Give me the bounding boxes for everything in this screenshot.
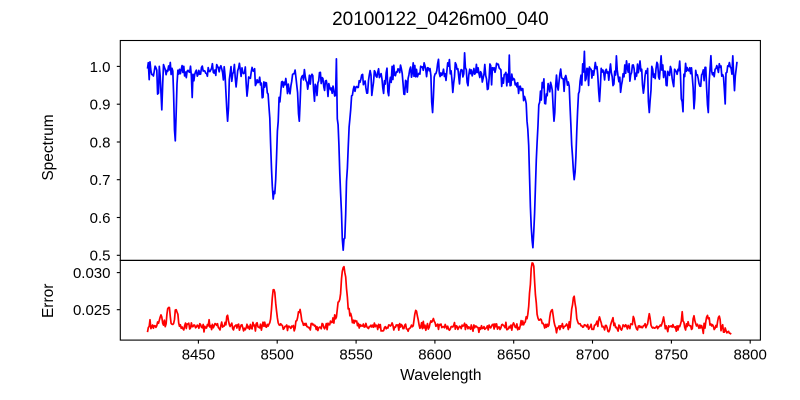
svg-text:0.8: 0.8 [90, 134, 111, 151]
svg-text:0.7: 0.7 [90, 172, 111, 189]
svg-text:0.030: 0.030 [73, 265, 111, 282]
svg-text:8700: 8700 [576, 346, 609, 363]
svg-text:0.5: 0.5 [90, 248, 111, 265]
svg-text:8550: 8550 [339, 346, 372, 363]
svg-text:Spectrum: Spectrum [40, 114, 57, 180]
svg-text:8500: 8500 [261, 346, 294, 363]
svg-text:0.025: 0.025 [73, 302, 111, 319]
svg-text:0.9: 0.9 [90, 97, 111, 114]
svg-text:0.6: 0.6 [90, 210, 111, 227]
svg-text:8600: 8600 [418, 346, 451, 363]
svg-text:Error: Error [40, 284, 57, 318]
svg-text:8650: 8650 [497, 346, 530, 363]
svg-text:20100122_0426m00_040: 20100122_0426m00_040 [332, 9, 549, 30]
svg-text:8800: 8800 [734, 346, 767, 363]
svg-text:8750: 8750 [655, 346, 688, 363]
svg-text:1.0: 1.0 [90, 59, 111, 76]
svg-text:8450: 8450 [182, 346, 215, 363]
svg-text:Wavelength: Wavelength [400, 367, 481, 384]
